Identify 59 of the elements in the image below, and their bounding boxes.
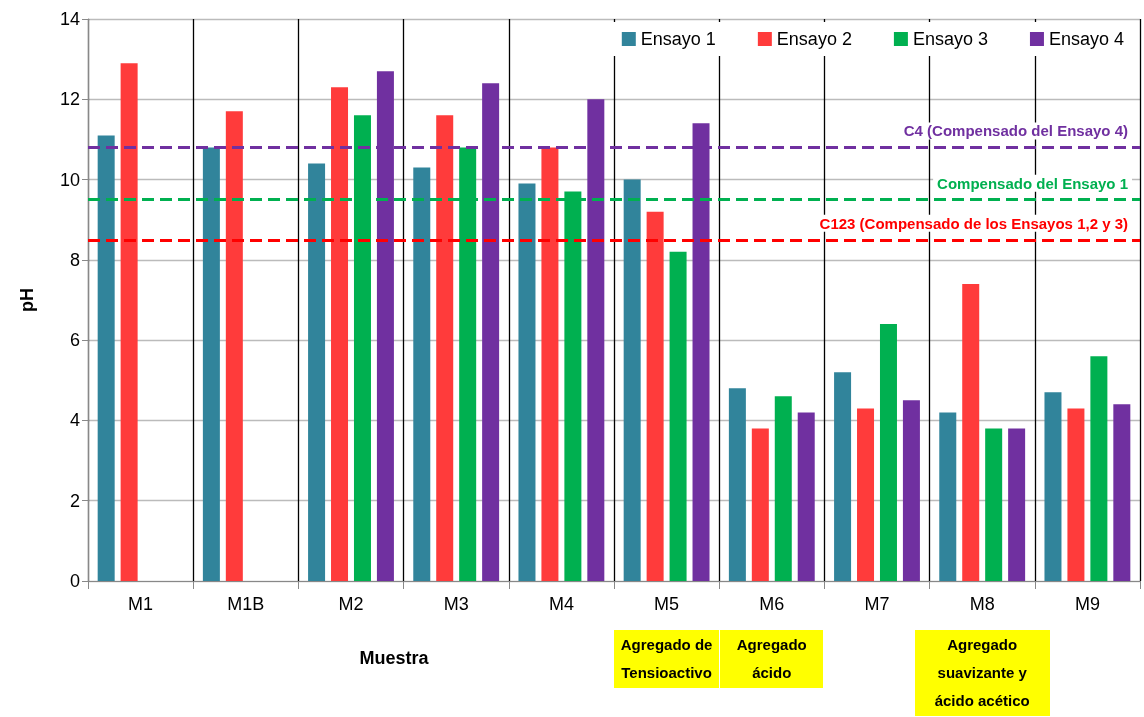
bar [834,372,852,581]
bar [939,412,957,581]
x-tick-label: M6 [759,594,785,614]
x-tick-label: M2 [338,594,364,614]
y-tick-label: 8 [69,249,80,270]
x-tick-label: M1 [128,594,154,614]
x-tick-label: M5 [654,594,680,614]
legend-label: Ensayo 3 [912,29,988,49]
bar [436,115,454,581]
bar [97,135,115,581]
bar [962,283,980,581]
x-axis-title: Muestra [359,648,430,668]
y-tick-label: 12 [59,89,80,110]
bar [1067,408,1085,581]
text: Agregado suavizante y ácido acético [914,630,1050,716]
legend-label: Ensayo 1 [640,29,716,49]
bar [1113,404,1131,581]
ref-line-label: Compensado del Ensayo 1 [937,174,1128,192]
bar [120,63,138,581]
y-tick-label: 14 [59,9,80,29]
bar [1044,392,1062,581]
bar [541,147,559,581]
bar [751,428,769,581]
y-tick-label: 6 [69,330,80,351]
text: Agregado ácido [720,630,824,688]
bar [202,147,220,581]
x-tick-label: M9 [1074,594,1100,614]
bar [728,388,746,581]
bar [985,428,1003,581]
legend-label: Ensayo 4 [1048,29,1125,49]
bar [225,111,243,581]
legend-label: Ensayo 2 [776,29,852,49]
x-tick-label: M4 [548,594,574,614]
bar [623,179,641,581]
x-tick-label: M8 [969,594,995,614]
bar [902,400,920,581]
y-tick-label: 2 [69,490,80,511]
bar [669,251,687,581]
ref-line-label: C123 (Compensado de los Ensayos 1,2 y 3) [819,214,1128,232]
y-tick-label: 10 [59,169,80,190]
y-tick-label: 0 [69,571,80,591]
bar [1008,428,1026,581]
ref-line-label: C4 (Compensado del Ensayo 4) [903,122,1128,140]
bar [518,183,536,581]
x-tick-label: M1B [227,594,265,614]
bar [857,408,875,581]
bar [646,211,664,581]
bar [413,167,431,581]
x-tick-label: M7 [864,594,890,614]
y-tick-label: 4 [69,410,80,431]
text: Agregado de Tensioactivo [613,630,720,688]
bar [1090,356,1108,581]
bar [879,324,897,581]
bar [797,412,815,581]
bar [331,87,349,581]
x-tick-label: M3 [443,594,469,614]
bar [774,396,792,581]
y-axis-title: pH [17,288,37,312]
bar [308,163,326,581]
